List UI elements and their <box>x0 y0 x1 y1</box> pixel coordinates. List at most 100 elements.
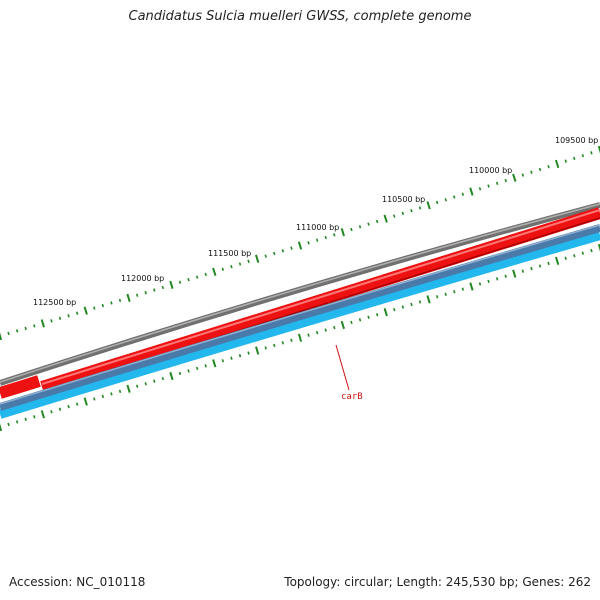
outer-tick-mark <box>93 306 96 310</box>
outer-tick-mark <box>24 326 27 331</box>
outer-tick-mark <box>393 214 396 218</box>
inner-tick-mark <box>315 330 319 335</box>
outer-tick-mark <box>126 293 131 302</box>
outer-tick-mark <box>340 228 345 237</box>
gene-label-carB[interactable]: carB <box>341 392 363 402</box>
inner-tick-mark <box>212 359 217 368</box>
inner-tick-mark <box>401 305 405 309</box>
inner-tick-mark <box>135 384 139 388</box>
map-title: Candidatus Sulcia muelleri GWSS, complet… <box>128 9 472 24</box>
outer-tick-mark <box>538 167 542 172</box>
inner-tick-mark <box>573 254 576 258</box>
inner-tick-mark <box>187 369 190 373</box>
outer-tick-mark <box>554 159 560 169</box>
outer-tick-mark <box>15 329 19 333</box>
inner-tick-mark <box>581 251 585 255</box>
inner-tick-mark <box>461 287 465 291</box>
outer-tick-mark <box>358 225 362 229</box>
outer-tick-mark <box>238 262 242 266</box>
outer-tick-mark <box>401 211 405 216</box>
outer-tick-mark <box>461 192 465 196</box>
outer-tick-mark <box>273 251 276 256</box>
forward-gene-left[interactable] <box>0 375 41 399</box>
outer-tick-mark <box>247 259 250 264</box>
outer-tick-mark <box>469 187 474 196</box>
genome-summary-text: Topology: circular; Length: 245,530 bp; … <box>284 575 591 589</box>
inner-tick-mark <box>504 274 507 278</box>
inner-tick-mark <box>153 379 156 383</box>
outer-tick-mark <box>564 159 567 163</box>
inner-tick-mark <box>264 346 267 350</box>
outer-tick-mark <box>67 314 70 318</box>
inner-tick-mark <box>33 415 36 419</box>
outer-tick-mark <box>324 235 327 240</box>
outer-tick-mark <box>444 198 447 202</box>
inner-tick-mark <box>597 243 600 252</box>
inner-tick-mark <box>101 394 105 399</box>
inner-tick-mark <box>495 277 499 281</box>
reverse-gene-dark[interactable] <box>0 224 600 411</box>
inner-tick-mark <box>478 282 482 286</box>
inner-tick-mark <box>169 371 174 381</box>
outer-tick-mark <box>307 241 310 245</box>
inner-tick-mark <box>383 308 388 317</box>
reverse-gene-light[interactable] <box>0 230 600 419</box>
inner-tick-mark <box>453 289 456 294</box>
inner-tick-mark <box>426 295 431 304</box>
inner-tick-mark <box>40 410 45 419</box>
inner-tick-mark <box>487 279 490 284</box>
outer-tick-mark <box>40 319 45 328</box>
inner-tick-mark <box>238 353 242 358</box>
inner-tick-mark <box>469 282 474 291</box>
outer-tick-mark <box>153 288 156 292</box>
inner-tick-mark <box>273 343 276 348</box>
inner-tick-mark <box>324 328 327 332</box>
outer-tick-mark <box>135 293 139 297</box>
inner-tick-mark <box>410 302 413 307</box>
outer-tick-mark <box>169 280 174 289</box>
inner-tick-mark <box>195 366 199 371</box>
outer-tick-mark <box>410 208 413 213</box>
reverse-gene-highlight <box>0 224 600 405</box>
outer-tick-mark <box>101 303 105 308</box>
inner-tick-mark <box>521 269 525 273</box>
outer-tick-mark <box>573 156 576 161</box>
outer-tick-mark <box>426 201 431 210</box>
inner-tick-mark <box>297 333 303 342</box>
outer-tick-mark <box>521 173 525 177</box>
inner-tick-mark <box>0 423 3 432</box>
inner-tick-mark <box>144 382 147 386</box>
inner-tick-mark <box>7 422 10 427</box>
forward-gene-carB-region[interactable] <box>40 207 600 393</box>
outer-tick-mark <box>161 285 165 290</box>
inner-tick-mark <box>24 417 27 422</box>
outer-tick-mark <box>221 267 225 271</box>
forward-gene-highlight <box>41 209 600 385</box>
inner-ticks <box>0 243 600 432</box>
outer-tick-mark <box>367 222 370 226</box>
outer-tick-labels: 109500 bp 110000 bp 110500 bp 111000 bp 1115… <box>33 136 598 307</box>
outer-tick-mark <box>383 214 388 223</box>
outer-tick-mark <box>315 238 319 242</box>
outer-tick-mark <box>264 254 267 258</box>
inner-tick-mark <box>178 371 182 376</box>
outer-tick-mark <box>290 246 293 250</box>
outer-tick-mark <box>195 275 199 279</box>
inner-tick-mark <box>418 300 422 304</box>
gene-label-leader <box>335 344 350 391</box>
outer-tick-mark <box>110 301 113 305</box>
outer-tick-mark <box>297 241 303 250</box>
inner-tick-mark <box>221 359 225 363</box>
inner-tick-mark <box>538 264 542 268</box>
outer-tick-mark <box>178 280 182 284</box>
outer-tick-mark <box>281 249 285 253</box>
accession-text: Accession: NC_010118 <box>9 575 146 589</box>
outer-tick-mark <box>333 233 336 237</box>
outer-tick-mark <box>547 165 550 169</box>
inner-tick-mark <box>367 315 370 319</box>
outer-tick-mark <box>255 254 260 263</box>
outer-tick-mark <box>212 267 217 276</box>
outer-ticks <box>0 145 600 341</box>
outer-tick-mark <box>504 178 507 183</box>
